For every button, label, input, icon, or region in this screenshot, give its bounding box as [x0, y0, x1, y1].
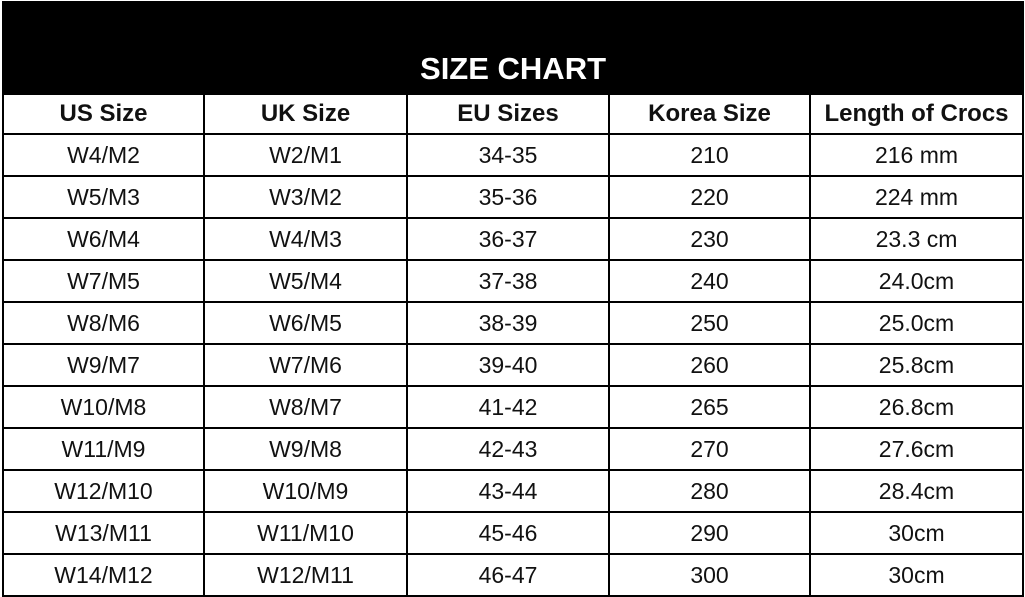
table-cell: 30cm: [808, 511, 1025, 555]
title-row: SIZE CHART: [1, 1, 1025, 95]
table-cell: 210: [608, 133, 811, 177]
table-cell: 25.8cm: [808, 343, 1025, 387]
table-cell: W6/M5: [203, 301, 408, 345]
table-cell: 260: [608, 343, 811, 387]
column-header: Length of Crocs: [808, 93, 1025, 135]
table-cell: 42-43: [406, 427, 610, 471]
table-cell: W11/M10: [203, 511, 408, 555]
table-cell: W7/M5: [2, 259, 205, 303]
table-row: W12/M10 W10/M9 43-44 280 28.4cm: [2, 469, 1025, 513]
table-cell: W13/M11: [2, 511, 205, 555]
table-cell: 27.6cm: [808, 427, 1025, 471]
table-row: W9/M7 W7/M6 39-40 260 25.8cm: [2, 343, 1025, 387]
table-cell: W8/M6: [2, 301, 205, 345]
table-cell: 43-44: [406, 469, 610, 513]
table-cell: 35-36: [406, 175, 610, 219]
table-cell: 28.4cm: [808, 469, 1025, 513]
table-cell: 38-39: [406, 301, 610, 345]
table-row: W4/M2 W2/M1 34-35 210 216 mm: [2, 133, 1025, 177]
table-cell: W10/M9: [203, 469, 408, 513]
table-row: W11/M9 W9/M8 42-43 270 27.6cm: [2, 427, 1025, 471]
table-cell: 24.0cm: [808, 259, 1025, 303]
table-cell: 220: [608, 175, 811, 219]
table-cell: 265: [608, 385, 811, 429]
table-cell: 290: [608, 511, 811, 555]
table-cell: W2/M1: [203, 133, 408, 177]
table-cell: 216 mm: [808, 133, 1025, 177]
table-cell: 26.8cm: [808, 385, 1025, 429]
table-cell: 34-35: [406, 133, 610, 177]
column-header: Korea Size: [608, 93, 811, 135]
table-cell: W8/M7: [203, 385, 408, 429]
table-cell: 230: [608, 217, 811, 261]
table-cell: 25.0cm: [808, 301, 1025, 345]
table-cell: W5/M4: [203, 259, 408, 303]
table-cell: W10/M8: [2, 385, 205, 429]
table-cell: W5/M3: [2, 175, 205, 219]
table-cell: W11/M9: [2, 427, 205, 471]
chart-title: SIZE CHART: [1, 1, 1025, 95]
table-cell: 39-40: [406, 343, 610, 387]
table-cell: W12/M11: [203, 553, 408, 597]
table-cell: 30cm: [808, 553, 1025, 597]
table-cell: 41-42: [406, 385, 610, 429]
table-cell: W3/M2: [203, 175, 408, 219]
column-header: UK Size: [203, 93, 408, 135]
table-cell: 37-38: [406, 259, 610, 303]
table-cell: 300: [608, 553, 811, 597]
table-cell: W9/M7: [2, 343, 205, 387]
table-cell: W9/M8: [203, 427, 408, 471]
table-row: W10/M8 W8/M7 41-42 265 26.8cm: [2, 385, 1025, 429]
column-header: US Size: [2, 93, 205, 135]
table-row: W5/M3 W3/M2 35-36 220 224 mm: [2, 175, 1025, 219]
table-cell: W12/M10: [2, 469, 205, 513]
column-header: EU Sizes: [406, 93, 610, 135]
table-cell: 240: [608, 259, 811, 303]
table-cell: 45-46: [406, 511, 610, 555]
table-cell: W4/M3: [203, 217, 408, 261]
table-cell: W7/M6: [203, 343, 408, 387]
table-cell: 250: [608, 301, 811, 345]
table-row: W7/M5 W5/M4 37-38 240 24.0cm: [2, 259, 1025, 303]
table-cell: W4/M2: [2, 133, 205, 177]
table-row: W8/M6 W6/M5 38-39 250 25.0cm: [2, 301, 1025, 345]
header-row: US Size UK Size EU Sizes Korea Size Length o…: [2, 93, 1025, 135]
table-cell: W14/M12: [2, 553, 205, 597]
table-row: W13/M11 W11/M10 45-46 290 30cm: [2, 511, 1025, 555]
table-cell: 36-37: [406, 217, 610, 261]
table-cell: W6/M4: [2, 217, 205, 261]
table-cell: 280: [608, 469, 811, 513]
table-row: W14/M12 W12/M11 46-47 300 30cm: [2, 553, 1025, 597]
table-cell: 46-47: [406, 553, 610, 597]
table-row: W6/M4 W4/M3 36-37 230 23.3 cm: [2, 217, 1025, 261]
table-cell: 23.3 cm: [808, 217, 1025, 261]
table-cell: 270: [608, 427, 811, 471]
table-cell: 224 mm: [808, 175, 1025, 219]
